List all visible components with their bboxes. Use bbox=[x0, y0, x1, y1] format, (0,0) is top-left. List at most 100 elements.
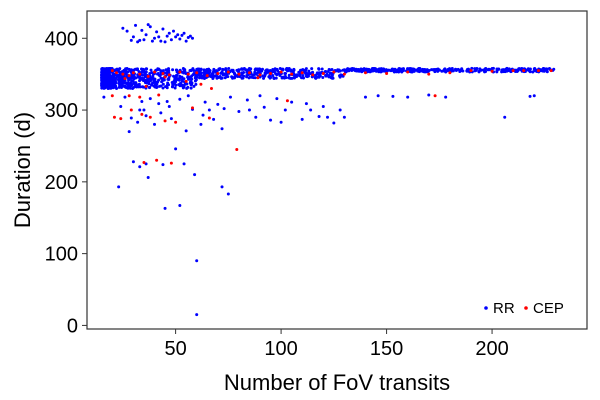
rr-point bbox=[307, 69, 311, 73]
rr-point bbox=[193, 173, 197, 177]
cep-point bbox=[163, 75, 167, 79]
rr-point bbox=[159, 39, 163, 43]
rr-point bbox=[217, 68, 221, 72]
rr-point bbox=[156, 72, 160, 76]
rr-point bbox=[131, 35, 135, 39]
rr-point bbox=[157, 78, 161, 82]
rr-point bbox=[100, 78, 104, 82]
rr-point bbox=[158, 74, 162, 78]
rr-point bbox=[110, 81, 114, 85]
y-axis-ticks: 0 100 200 300 400 bbox=[45, 28, 87, 337]
rr-point bbox=[290, 76, 294, 80]
rr-point bbox=[240, 67, 244, 71]
rr-point bbox=[298, 72, 302, 76]
rr-point bbox=[207, 108, 211, 112]
cep-point bbox=[406, 70, 410, 74]
cep-point bbox=[363, 71, 367, 75]
rr-point bbox=[163, 206, 167, 210]
rr-point bbox=[344, 69, 348, 73]
rr-point bbox=[160, 80, 164, 84]
rr-point bbox=[102, 95, 106, 99]
rr-point bbox=[136, 40, 140, 44]
rr-point bbox=[175, 70, 179, 74]
rr-point bbox=[271, 74, 275, 78]
cep-point bbox=[216, 71, 220, 75]
rr-point bbox=[242, 74, 246, 78]
rr-point bbox=[477, 70, 481, 74]
rr-point bbox=[194, 82, 198, 86]
cep-point bbox=[285, 99, 289, 103]
rr-point bbox=[304, 69, 308, 73]
legend-swatch-rr bbox=[484, 306, 488, 310]
rr-point bbox=[157, 102, 161, 106]
rr-point bbox=[128, 86, 132, 90]
x-tick-label: 150 bbox=[370, 338, 403, 360]
rr-point bbox=[137, 82, 141, 86]
rr-point bbox=[148, 85, 152, 89]
cep-point bbox=[269, 71, 273, 75]
rr-point bbox=[483, 70, 487, 74]
rr-point bbox=[125, 29, 129, 33]
rr-point bbox=[247, 108, 251, 112]
cep-point bbox=[321, 71, 325, 75]
rr-point bbox=[324, 69, 328, 73]
rr-point bbox=[247, 76, 251, 80]
rr-point bbox=[426, 70, 430, 74]
rr-point bbox=[136, 120, 140, 124]
rr-point bbox=[495, 67, 499, 71]
cep-point bbox=[155, 158, 159, 162]
rr-point bbox=[354, 67, 358, 71]
rr-point bbox=[165, 71, 169, 75]
rr-point bbox=[117, 78, 121, 82]
rr-point bbox=[113, 73, 117, 77]
rr-point bbox=[228, 95, 232, 99]
rr-point bbox=[129, 68, 133, 72]
rr-point bbox=[183, 68, 187, 72]
rr-point bbox=[384, 68, 388, 72]
rr-point bbox=[371, 68, 375, 72]
rr-point bbox=[454, 68, 458, 72]
rr-point bbox=[163, 40, 167, 44]
rr-point bbox=[337, 68, 341, 72]
rr-point bbox=[284, 71, 288, 75]
rr-point bbox=[162, 78, 166, 82]
rr-point bbox=[100, 75, 104, 79]
rr-point bbox=[392, 69, 396, 73]
cep-point bbox=[138, 95, 142, 99]
y-tick-label: 0 bbox=[67, 315, 78, 337]
rr-point bbox=[199, 122, 203, 126]
rr-point bbox=[188, 68, 192, 72]
rr-point bbox=[161, 86, 165, 90]
rr-point bbox=[106, 87, 110, 91]
rr-point bbox=[504, 67, 508, 71]
cep-point bbox=[237, 72, 241, 76]
rr-point bbox=[317, 115, 321, 119]
cep-point bbox=[110, 69, 114, 73]
rr-point bbox=[129, 116, 133, 120]
cep-point bbox=[178, 70, 182, 74]
rr-point bbox=[189, 86, 193, 90]
rr-point bbox=[144, 114, 148, 118]
rr-point bbox=[122, 84, 126, 88]
rr-point bbox=[131, 87, 135, 90]
cep-point bbox=[174, 120, 178, 124]
rr-point bbox=[159, 111, 163, 115]
rr-point bbox=[373, 67, 377, 71]
rr-point bbox=[176, 33, 180, 37]
rr-point bbox=[206, 71, 210, 75]
rr-point bbox=[261, 74, 265, 78]
rr-point bbox=[201, 113, 205, 117]
rr-point bbox=[441, 69, 445, 73]
rr-point bbox=[182, 70, 186, 74]
rr-point bbox=[122, 81, 126, 85]
rr-point bbox=[326, 70, 330, 74]
rr-point bbox=[245, 98, 249, 102]
rr-point bbox=[107, 82, 111, 86]
rr-point bbox=[250, 75, 254, 79]
rr-point bbox=[140, 99, 144, 103]
cep-point bbox=[256, 76, 260, 80]
rr-point bbox=[138, 38, 142, 42]
rr-point bbox=[107, 70, 111, 74]
rr-point bbox=[100, 73, 104, 77]
rr-point bbox=[203, 100, 207, 104]
